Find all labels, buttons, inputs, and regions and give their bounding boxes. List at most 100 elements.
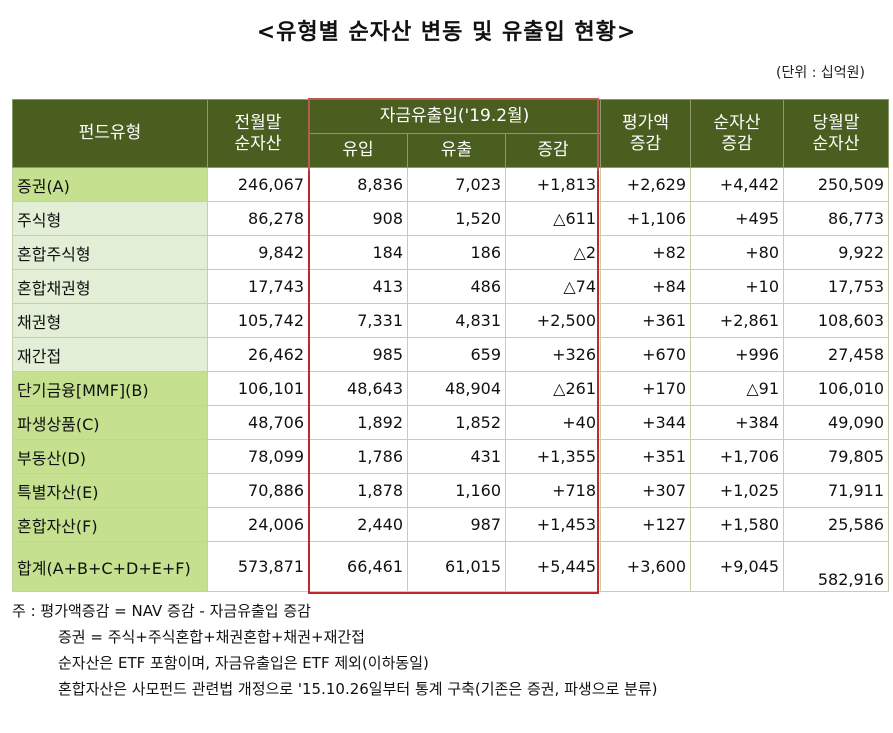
- curr-nav-cell: 49,090: [783, 405, 890, 440]
- fund-type-cell: 부동산(D): [12, 439, 208, 474]
- table-row: 혼합자산(F) 24,006 2,440 987 +1,453 +127 +1,…: [12, 507, 890, 542]
- header-flow-change: 증감: [504, 133, 602, 168]
- fund-type-cell: 단기금융[MMF](B): [12, 371, 208, 406]
- footnote-line: 혼합자산은 사모펀드 관련법 개정으로 '15.10.26일부터 통계 구축(기…: [58, 680, 658, 698]
- header-nav-change: 순자산 증감: [690, 99, 785, 168]
- flow-change-cell: △2: [504, 235, 602, 270]
- curr-nav-cell: 27,458: [783, 337, 890, 372]
- table-row: 단기금융[MMF](B) 106,101 48,643 48,904 △261 …: [12, 371, 890, 406]
- prev-nav-cell: 9,842: [207, 235, 309, 270]
- valuation-change-cell: +351: [600, 439, 692, 474]
- flow-change-cell: △261: [504, 371, 602, 406]
- header-valuation-change-line1: 평가액: [622, 113, 669, 134]
- table-row: 혼합주식형 9,842 184 186 △2 +82 +80 9,922: [12, 235, 890, 270]
- header-valuation-change-line2: 증감: [629, 133, 662, 154]
- header-curr-month-nav: 당월말 순자산: [783, 99, 890, 168]
- curr-nav-cell: 71,911: [783, 473, 890, 508]
- inflow-cell: 985: [308, 337, 408, 372]
- prev-nav-cell: 70,886: [207, 473, 309, 508]
- prev-nav-cell: 105,742: [207, 303, 309, 338]
- table-row: 주식형 86,278 908 1,520 △611 +1,106 +495 86…: [12, 201, 890, 236]
- curr-nav-cell: 106,010: [783, 371, 890, 406]
- nav-change-cell: △91: [690, 371, 785, 406]
- header-flows-group: 자금유출입('19.2월): [307, 99, 602, 134]
- nav-change-cell: +2,861: [690, 303, 785, 338]
- valuation-change-cell: +84: [600, 269, 692, 304]
- valuation-change-cell: +307: [600, 473, 692, 508]
- curr-nav-cell: 79,805: [783, 439, 890, 474]
- flow-change-cell: +1,813: [504, 167, 602, 202]
- outflow-cell: 486: [407, 269, 506, 304]
- total-flow-change-cell: +5,445: [504, 541, 602, 592]
- fund-type-cell: 증권(A): [12, 167, 208, 202]
- footnote-line: 주 : 평가액증감 = NAV 증감 - 자금유출입 증감: [12, 598, 658, 624]
- footnote-text: 평가액증감 = NAV 증감 - 자금유출입 증감: [40, 602, 311, 620]
- curr-nav-cell: 25,586: [783, 507, 890, 542]
- total-nav-change-cell: +9,045: [690, 541, 785, 592]
- table-row: 파생상품(C) 48,706 1,892 1,852 +40 +344 +384…: [12, 405, 890, 440]
- flow-change-cell: △611: [504, 201, 602, 236]
- prev-nav-cell: 106,101: [207, 371, 309, 406]
- outflow-cell: 659: [407, 337, 506, 372]
- prev-nav-cell: 78,099: [207, 439, 309, 474]
- inflow-cell: 7,331: [308, 303, 408, 338]
- prev-nav-cell: 48,706: [207, 405, 309, 440]
- valuation-change-cell: +361: [600, 303, 692, 338]
- valuation-change-cell: +670: [600, 337, 692, 372]
- table-row: 특별자산(E) 70,886 1,878 1,160 +718 +307 +1,…: [12, 473, 890, 508]
- outflow-cell: 1,520: [407, 201, 506, 236]
- nav-change-cell: +495: [690, 201, 785, 236]
- header-curr-month-nav-line2: 순자산: [812, 133, 860, 154]
- header-outflow: 유출: [407, 133, 506, 168]
- total-valuation-change-cell: +3,600: [600, 541, 692, 592]
- valuation-change-cell: +127: [600, 507, 692, 542]
- valuation-change-cell: +2,629: [600, 167, 692, 202]
- fund-type-cell: 파생상품(C): [12, 405, 208, 440]
- inflow-cell: 48,643: [308, 371, 408, 406]
- total-curr-nav-cell: 582,916: [783, 541, 890, 592]
- total-prev-nav-cell: 573,871: [207, 541, 309, 592]
- prev-nav-cell: 86,278: [207, 201, 309, 236]
- outflow-cell: 1,160: [407, 473, 506, 508]
- footnote-prefix: 주 :: [12, 602, 41, 620]
- header-inflow: 유입: [308, 133, 408, 168]
- header-fund-type: 펀드유형: [12, 99, 208, 168]
- flow-change-cell: +1,355: [504, 439, 602, 474]
- inflow-cell: 1,892: [308, 405, 408, 440]
- header-nav-change-line1: 순자산: [713, 113, 761, 134]
- nav-change-cell: +384: [690, 405, 785, 440]
- inflow-cell: 2,440: [308, 507, 408, 542]
- fund-flow-table: 펀드유형 전월말 순자산 자금유출입('19.2월) 평가액 증감 순자산 증감…: [12, 99, 890, 592]
- nav-change-cell: +4,442: [690, 167, 785, 202]
- flow-change-cell: +718: [504, 473, 602, 508]
- inflow-cell: 1,878: [308, 473, 408, 508]
- fund-type-cell: 혼합주식형: [12, 235, 208, 270]
- nav-change-cell: +1,580: [690, 507, 785, 542]
- fund-type-cell: 혼합채권형: [12, 269, 208, 304]
- prev-nav-cell: 246,067: [207, 167, 309, 202]
- header-prev-month-nav-line1: 전월말: [234, 113, 282, 134]
- outflow-cell: 1,852: [407, 405, 506, 440]
- nav-change-cell: +996: [690, 337, 785, 372]
- header-curr-month-nav-line1: 당월말: [812, 113, 860, 134]
- inflow-cell: 184: [308, 235, 408, 270]
- page-title: <유형별 순자산 변동 및 유출입 현황>: [256, 20, 637, 45]
- fund-type-cell: 채권형: [12, 303, 208, 338]
- prev-nav-cell: 17,743: [207, 269, 309, 304]
- outflow-cell: 7,023: [407, 167, 506, 202]
- nav-change-cell: +10: [690, 269, 785, 304]
- valuation-change-cell: +1,106: [600, 201, 692, 236]
- valuation-change-cell: +82: [600, 235, 692, 270]
- fund-type-cell: 주식형: [12, 201, 208, 236]
- fund-type-cell: 재간접: [12, 337, 208, 372]
- outflow-cell: 431: [407, 439, 506, 474]
- fund-type-cell: 혼합자산(F): [12, 507, 208, 542]
- curr-nav-cell: 9,922: [783, 235, 890, 270]
- header-prev-month-nav-line2: 순자산: [234, 133, 282, 154]
- inflow-cell: 1,786: [308, 439, 408, 474]
- header-nav-change-line2: 증감: [721, 133, 753, 154]
- flow-change-cell: +326: [504, 337, 602, 372]
- curr-nav-cell: 108,603: [783, 303, 890, 338]
- inflow-cell: 413: [308, 269, 408, 304]
- table-row: 부동산(D) 78,099 1,786 431 +1,355 +351 +1,7…: [12, 439, 890, 474]
